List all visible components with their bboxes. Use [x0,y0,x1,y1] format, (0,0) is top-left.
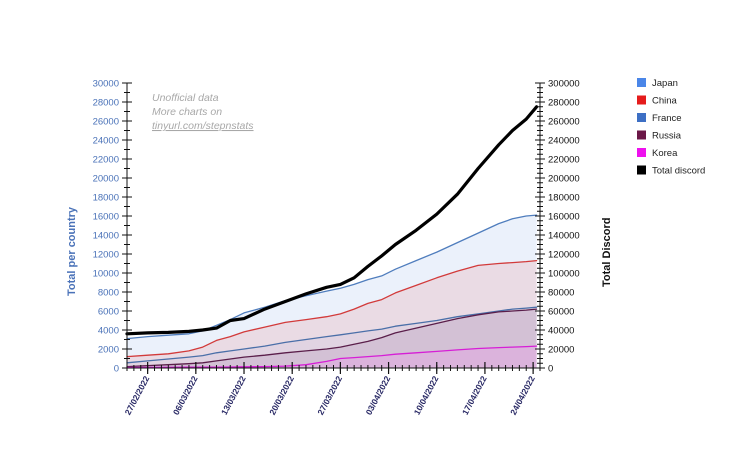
left-tick-label: 24000 [93,136,119,147]
legend-swatch [637,130,646,140]
legend-label: Total discord [652,166,705,177]
x-tick-label: 17/04/2022 [460,374,489,416]
legend-item[interactable]: Russia [637,130,682,142]
left-axis-title: Total per country [66,206,78,296]
legend-item[interactable]: Japan [637,78,678,89]
x-tick-label: 27/03/2022 [315,374,344,416]
right-tick-label: 60000 [548,307,574,318]
legend-swatch [637,165,646,175]
legend-swatch [637,113,646,122]
left-tick-label: 18000 [93,193,119,204]
x-tick-label: 06/03/2022 [171,374,200,416]
left-tick-label: 26000 [93,117,119,128]
legend: Japan China France Russia Korea Total discord [637,78,705,177]
right-tick-label: 240000 [548,136,580,147]
legend-swatch [637,95,646,105]
right-tick-label: 220000 [548,155,580,166]
left-tick-label: 28000 [93,98,119,109]
x-axis: 27/02/2022 06/03/2022 13/03/2022 20/03/2022… [123,362,541,417]
right-tick-label: 200000 [548,174,580,185]
right-tick-label: 180000 [548,193,580,204]
area-korea [127,346,537,368]
right-tick-label: 20000 [548,345,574,356]
legend-item[interactable]: France [637,113,682,124]
left-tick-label: 0 [114,364,119,375]
right-tick-label: 280000 [548,98,580,109]
right-tick-label: 0 [548,364,553,375]
right-tick-label: 100000 [548,269,580,280]
left-tick-label: 30000 [93,79,119,90]
left-axis: 0 2000 4000 6000 8000 10000 12000 14000 16000 180… [93,79,132,375]
left-tick-label: 14000 [93,231,119,242]
line-china [126,259,538,358]
right-tick-label: 140000 [548,231,580,242]
annotation-line-2: More charts on [152,106,222,118]
left-tick-label: 22000 [93,155,119,166]
annotation: Unofficial data More charts on tinyurl.c… [152,92,254,132]
legend-swatch [637,148,646,157]
right-axis: 0 20000 40000 60000 80000 100000 120000 140000 1… [535,79,580,375]
x-tick-label: 24/04/2022 [508,374,537,416]
left-tick-label: 6000 [98,307,119,318]
line-total-discord [125,105,539,336]
right-tick-label: 40000 [548,326,574,337]
right-tick-label: 160000 [548,212,580,223]
legend-label: Russia [652,131,682,142]
left-tick-label: 20000 [93,174,119,185]
x-tick-label: 10/04/2022 [412,374,441,416]
line-france [126,306,538,364]
annotation-line-1: Unofficial data [152,92,219,104]
area-layer [127,215,537,368]
right-tick-label: 300000 [548,79,580,90]
left-tick-label: 8000 [98,288,119,299]
right-tick-label: 260000 [548,117,580,128]
x-tick-label: 20/03/2022 [267,374,296,416]
right-tick-label: 80000 [548,288,574,299]
legend-label: China [652,96,678,107]
legend-item[interactable]: China [637,95,678,107]
x-tick-label: 03/04/2022 [364,374,393,416]
legend-label: France [652,113,682,124]
right-tick-label: 120000 [548,250,580,261]
left-tick-label: 10000 [93,269,119,280]
left-tick-label: 12000 [93,250,119,261]
legend-item[interactable]: Korea [637,148,678,159]
legend-label: Japan [652,78,678,89]
legend-label: Korea [652,148,678,159]
legend-item[interactable]: Total discord [637,165,705,177]
left-tick-label: 16000 [93,212,119,223]
right-axis-title: Total Discord [601,218,613,287]
x-tick-label: 27/02/2022 [123,374,152,416]
annotation-link[interactable]: tinyurl.com/stepnstats [152,120,254,132]
legend-swatch [637,78,646,87]
x-tick-label: 13/03/2022 [219,374,248,416]
left-tick-label: 2000 [98,345,119,356]
left-tick-label: 4000 [98,326,119,337]
line-russia [126,308,538,368]
